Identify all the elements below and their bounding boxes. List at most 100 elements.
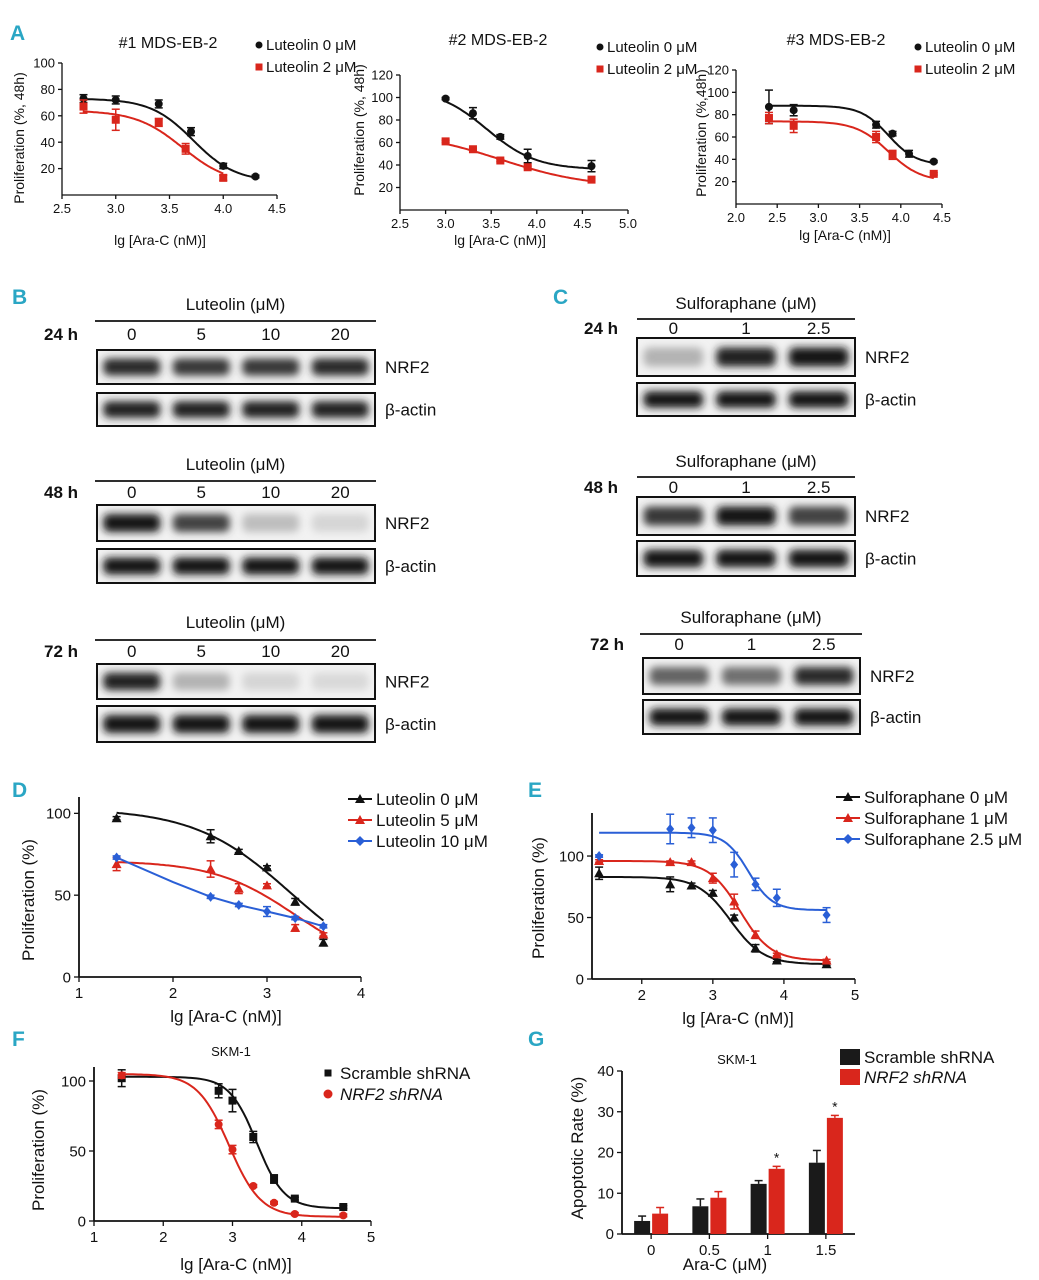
data-point [872, 120, 881, 129]
legend-marker-lut0 [255, 41, 263, 49]
data-point [154, 118, 163, 127]
legend-f: Scramble shRNA NRF2 shRNA [323, 1064, 471, 1104]
bar [750, 1183, 767, 1234]
data-point [270, 1198, 279, 1207]
blot-dose-label: 20 [331, 483, 350, 502]
data-point [496, 156, 505, 165]
data-point [117, 1071, 126, 1080]
bar [826, 1117, 843, 1234]
data-point [496, 132, 505, 141]
data-point [111, 95, 120, 104]
data-point [233, 846, 244, 855]
series-0 [111, 811, 329, 947]
blot-band [311, 514, 369, 532]
legend-marker-lut10 [355, 836, 365, 846]
blot-time-label: 48 h [584, 478, 618, 497]
blot-dose-label: 5 [197, 642, 206, 661]
blot-dose-label: 0 [127, 642, 136, 661]
x-tick-label: 5.0 [619, 216, 637, 231]
blot-band [172, 557, 230, 575]
y-tick-label: 10 [597, 1185, 614, 1202]
legend-marker-lut2 [255, 63, 263, 71]
data-point [750, 929, 761, 939]
data-point [929, 169, 938, 178]
series-0 [117, 1069, 348, 1211]
legend-label-scramble: Scramble shRNA [864, 1048, 995, 1067]
y-tick-label: 80 [379, 113, 393, 128]
y-tick-label: 100 [46, 806, 71, 823]
bar [768, 1168, 785, 1234]
x-tick-label: 4.5 [933, 210, 951, 225]
panel-label-a: A [10, 22, 25, 45]
data-point [228, 1145, 237, 1154]
legend-marker-lut0 [596, 43, 604, 51]
blot-band [716, 549, 776, 568]
a2-title: #2 MDS-EB-2 [449, 32, 548, 49]
data-point [686, 880, 697, 890]
data-point [233, 883, 244, 893]
series-1 [117, 1071, 348, 1220]
blot-treatment-title: Sulforaphane (μM) [680, 608, 821, 627]
fit-curve [769, 120, 935, 180]
data-point [290, 1210, 299, 1218]
data-point [111, 115, 120, 124]
data-point [523, 163, 532, 172]
blot-dose-label: 2.5 [812, 635, 836, 654]
a1-x-label: lg [Ara-C (nM)] [114, 232, 206, 248]
data-point [708, 825, 717, 836]
series-1 [594, 855, 832, 965]
x-tick-label: 5 [851, 987, 859, 1004]
g-title: SKM-1 [717, 1052, 757, 1067]
series-0 [441, 94, 596, 173]
series-2 [112, 852, 328, 932]
blot-dose-label: 20 [331, 325, 350, 344]
y-tick-label: 50 [567, 910, 584, 927]
legend-d: Luteolin 0 μM Luteolin 5 μM Luteolin 10 … [348, 790, 488, 851]
data-point [318, 937, 329, 947]
e-y-label: Proliferation (%) [529, 837, 548, 959]
data-point [929, 157, 938, 166]
blot-dose-label: 0 [127, 325, 136, 344]
legend-marker-sfn1 [843, 813, 853, 822]
y-tick-label: 0 [63, 969, 71, 986]
data-point [339, 1203, 348, 1211]
a2-x-label: lg [Ara-C (nM)] [454, 232, 546, 248]
data-point [291, 913, 300, 924]
legend-label-lut2: Luteolin 2 μM [266, 59, 356, 76]
x-tick-label: 3.5 [160, 201, 178, 216]
blot-band [242, 557, 300, 575]
data-point [181, 144, 190, 153]
g-y-label: Apoptotic Rate (%) [568, 1077, 587, 1220]
y-tick-label: 20 [379, 180, 393, 195]
blot-time-label: 24 h [44, 325, 78, 344]
legend-marker-sfn0 [843, 792, 853, 801]
blot-band-label: β-actin [385, 715, 436, 734]
y-tick-label: 100 [61, 1073, 86, 1090]
blot-band-label: β-actin [865, 550, 916, 569]
blot-dose-label: 0 [669, 319, 678, 338]
a1-y-label: Proliferation (%, 48h) [11, 72, 27, 204]
y-tick-label: 20 [41, 161, 55, 176]
a3-y-label: Proliferation (%,48h) [693, 69, 709, 197]
data-point [468, 109, 477, 118]
data-point [112, 852, 121, 863]
data-point [219, 173, 228, 182]
data-point [888, 129, 897, 138]
y-tick-label: 20 [597, 1145, 614, 1162]
data-point [214, 1120, 223, 1129]
legend-label-lut5: Luteolin 5 μM [376, 811, 478, 830]
blot-b-0: 24 h Luteolin (μM) 0 5 10 20 NRF2 β-actin [44, 295, 436, 427]
data-point [750, 943, 761, 953]
chart-a3: 2.0 2.5 3.0 3.5 4.0 4.5 20 40 60 80 100 120 [707, 63, 951, 225]
panel-label-g: G [528, 1028, 544, 1051]
blot-band [103, 514, 161, 532]
y-tick-label: 120 [371, 68, 393, 83]
blot-band [643, 549, 704, 568]
data-point [206, 891, 215, 902]
e-x-label: lg [Ara-C (nM)] [682, 1009, 793, 1028]
data-point [523, 152, 532, 160]
blot-band [788, 391, 849, 408]
y-tick-label: 0 [576, 971, 584, 988]
